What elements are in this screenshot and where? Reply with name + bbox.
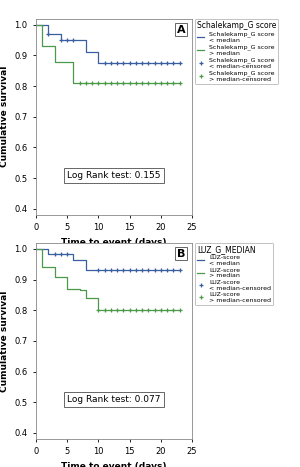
Y-axis label: Cumulative survival: Cumulative survival bbox=[0, 66, 9, 168]
Text: Log Rank test: 0.077: Log Rank test: 0.077 bbox=[67, 395, 161, 404]
Y-axis label: Cumulative survival: Cumulative survival bbox=[0, 290, 9, 392]
Text: B: B bbox=[177, 249, 185, 259]
Text: A: A bbox=[177, 25, 185, 35]
X-axis label: Time to event (days): Time to event (days) bbox=[61, 462, 167, 467]
Legend: LUZ-score
< median, LUZ-score
> median, LUZ-score
< median-censored, LUZ-score
>: LUZ-score < median, LUZ-score > median, … bbox=[195, 243, 273, 305]
Legend: Schalekamp_G score
< median, Schalekamp_G score
> median, Schalekamp_G score
< m: Schalekamp_G score < median, Schalekamp_… bbox=[195, 19, 278, 84]
X-axis label: Time to event (days): Time to event (days) bbox=[61, 238, 167, 247]
Text: Log Rank test: 0.155: Log Rank test: 0.155 bbox=[67, 171, 161, 180]
